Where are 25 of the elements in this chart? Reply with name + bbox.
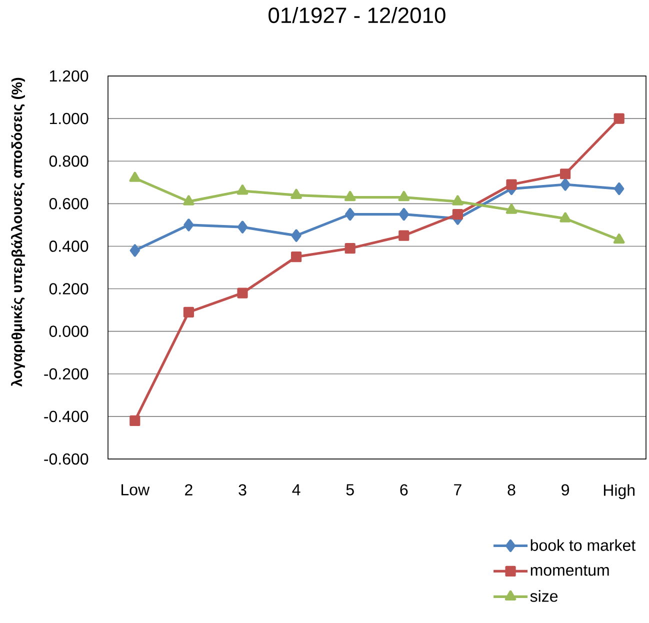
y-tick-label: -0.600 [44, 453, 88, 465]
y-axis-title: λογαριθμικές υπερβάλλουσες αποδόσεις (%) [11, 78, 25, 387]
legend-label: momentum [530, 565, 609, 576]
x-tick-label: 6 [400, 484, 408, 496]
y-tick-label: 0.000 [49, 326, 88, 337]
y-tick-label: 1.200 [50, 70, 88, 82]
y-tick-label: 0.400 [49, 240, 88, 252]
chart-title: 01/1927 - 12/2010 [268, 6, 446, 24]
y-tick-label: 1.000 [50, 112, 88, 124]
y-tick-label: -0.200 [44, 368, 88, 380]
x-tick-label: 5 [346, 484, 354, 496]
x-tick-label: High [604, 484, 635, 500]
x-tick-label: Low [122, 484, 150, 496]
x-tick-label: 9 [562, 484, 569, 496]
y-tick-label: 0.800 [49, 155, 88, 167]
x-tick-label: 8 [508, 484, 516, 496]
x-tick-label: 3 [238, 484, 246, 496]
y-tick-label: -0.400 [44, 410, 88, 422]
y-tick-label: 0.200 [49, 283, 88, 294]
x-tick-label: 4 [292, 484, 300, 496]
y-tick-label: 0.600 [49, 198, 88, 210]
legend-label: book to market [530, 539, 636, 551]
x-tick-label: 7 [454, 484, 462, 496]
x-tick-label: 2 [185, 484, 192, 496]
legend-label: size [530, 590, 558, 602]
